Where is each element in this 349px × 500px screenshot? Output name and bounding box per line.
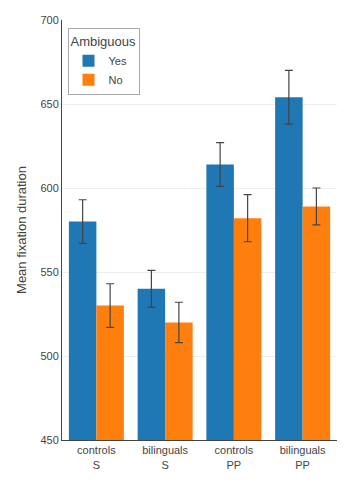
svg-text:650: 650 [40,98,58,110]
svg-text:600: 600 [40,182,58,194]
svg-text:Mean fixation duration: Mean fixation duration [14,166,29,294]
svg-text:bilingualsPP: bilingualsPP [280,444,326,470]
svg-text:450: 450 [40,434,58,446]
svg-text:No: No [109,74,123,86]
svg-text:bilingualsS: bilingualsS [142,444,188,470]
svg-text:Yes: Yes [109,55,127,67]
svg-text:Ambiguous: Ambiguous [71,34,137,49]
svg-text:700: 700 [40,14,58,26]
svg-text:500: 500 [40,350,58,362]
svg-text:550: 550 [40,266,58,278]
svg-text:controlsPP: controlsPP [215,444,254,470]
svg-text:controlsS: controlsS [77,444,116,470]
